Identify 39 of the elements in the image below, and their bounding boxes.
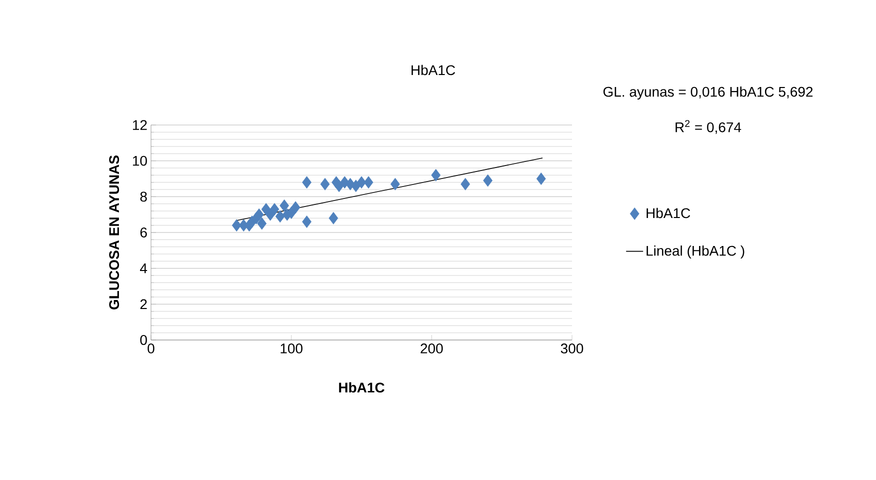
point (390, 178, 400, 190)
text: R$^{2}$ = 0,674 (676, 120, 742, 134)
y-axis-title: GLUCOSA EN AYUNAS (109, 156, 120, 310)
point (302, 176, 312, 189)
point (351, 180, 361, 192)
y-tick-label: 2 (140, 299, 147, 310)
point (261, 203, 271, 216)
x-tick-label: 0 (148, 344, 154, 354)
legend-label: HbA1C (646, 208, 690, 218)
point (232, 219, 242, 232)
x-tick-label: 300 (560, 344, 584, 354)
text: GL. ayunas = 0,016 HbA1C 5,692 (603, 86, 813, 100)
y-tick-label: 4 (140, 264, 148, 274)
point (270, 203, 280, 216)
x-tick-label: 100 (280, 344, 302, 354)
y-tick-label: 10 (132, 156, 147, 166)
legend-label: Lineal (HbA1C ) (646, 245, 744, 259)
point (290, 201, 300, 214)
point (328, 212, 338, 224)
chart-title: HbA1C (412, 64, 456, 76)
point (275, 210, 285, 223)
point (302, 216, 312, 228)
point (254, 208, 264, 221)
point (431, 168, 441, 182)
y-tick-label: 6 (140, 228, 147, 238)
point (460, 178, 470, 190)
y-tick-label: 8 (140, 192, 147, 202)
point (483, 174, 492, 187)
point (280, 199, 290, 212)
x-tick-label: 200 (420, 344, 443, 354)
point (320, 178, 330, 190)
y-tick-label: 12 (132, 120, 147, 130)
point (356, 176, 366, 189)
point (364, 176, 374, 189)
point (536, 172, 546, 185)
x-axis-title: HbA1C (339, 382, 384, 393)
y-tick-label: 0 (140, 335, 147, 345)
point (334, 180, 344, 192)
point (257, 217, 267, 230)
